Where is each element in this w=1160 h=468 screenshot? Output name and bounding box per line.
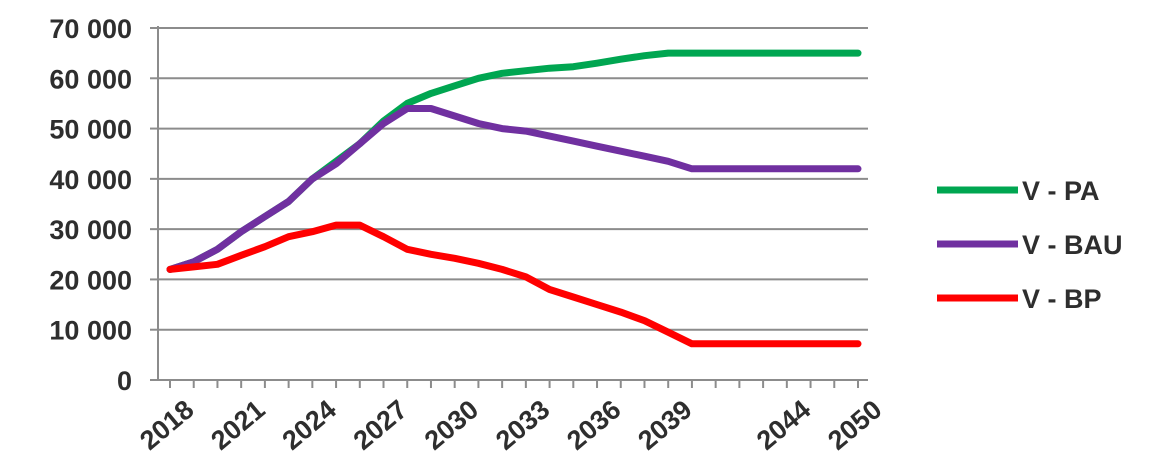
y-tick-label: 70 000 (49, 14, 132, 44)
legend-label-1: V - PA (1022, 176, 1100, 206)
x-tick-label: 2044 (751, 394, 816, 456)
x-tick-label: 2050 (822, 394, 887, 456)
series-line-1 (166, 49, 862, 273)
legend: V - PA V - BAU V - BP (937, 176, 1123, 314)
x-tick-labels: 2018 2021 2024 2027 2030 2033 2036 2039 2044 2050 (134, 394, 887, 456)
x-tick-label: 2027 (348, 394, 413, 456)
y-tick-label: 0 (117, 366, 132, 396)
y-tick-label: 40 000 (49, 165, 132, 195)
series-line-3 (166, 221, 862, 348)
series-line-2 (166, 105, 862, 273)
x-tick-label: 2018 (134, 394, 199, 456)
x-tick-label: 2021 (205, 394, 270, 456)
axes (150, 26, 868, 388)
legend-label-2: V - BAU (1022, 230, 1123, 260)
y-tick-label: 20 000 (49, 265, 132, 295)
x-tick-label: 2033 (490, 394, 555, 456)
legend-label-3: V - BP (1022, 284, 1102, 314)
x-tick-label: 2030 (419, 394, 484, 456)
y-tick-label: 50 000 (49, 115, 132, 145)
y-tick-label: 30 000 (49, 215, 132, 245)
x-tick-label: 2036 (561, 394, 626, 456)
y-tick-label: 10 000 (49, 316, 132, 346)
y-tick-label: 60 000 (49, 64, 132, 94)
y-tick-labels: 0 10 000 20 000 30 000 40 000 50 000 60 000 70 … (49, 14, 132, 396)
x-tick-label: 2024 (277, 394, 342, 456)
series-lines (166, 49, 862, 348)
x-tick-label: 2039 (632, 394, 697, 456)
